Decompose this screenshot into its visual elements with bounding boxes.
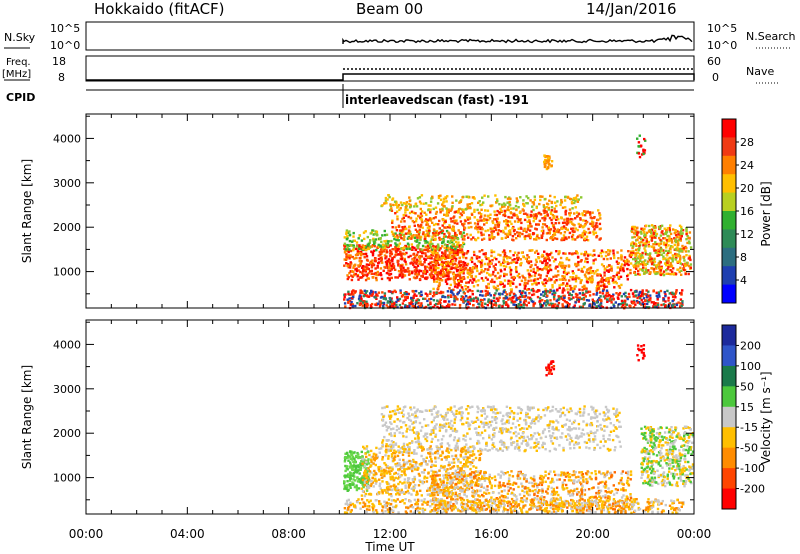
colorbar-segment: [722, 174, 736, 194]
colorbar-tick-label: 50: [740, 380, 754, 393]
y-tick-label: 4000: [53, 338, 81, 351]
nsky-right-tick-bottom: 10^0: [707, 39, 737, 52]
freq-label-line2: [MHz]: [2, 69, 31, 80]
colorbar-tick-label: 12: [740, 228, 754, 241]
x-tick-label: 12:00: [373, 527, 408, 541]
beam-label: Beam 00: [356, 0, 424, 18]
x-tick-label: 08:00: [271, 527, 306, 541]
colorbar-segment: [722, 365, 736, 387]
colorbar-segment: [722, 229, 736, 249]
colorbar-segment: [722, 284, 736, 304]
y-tick-label: 2000: [53, 427, 81, 440]
colorbar-tick-label: 28: [740, 136, 754, 149]
colorbar-tick-label: -200: [740, 483, 765, 496]
y-tick-label: 3000: [53, 177, 81, 190]
nsky-right-tick-top: 10^5: [707, 22, 737, 35]
colorbar-tick-label: -100: [740, 462, 765, 475]
colorbar-tick-label: 20: [740, 182, 754, 195]
power-colorbar: 28 24 20 16 12 8 4: [721, 118, 754, 304]
x-tick-label: 20:00: [575, 527, 610, 541]
colorbar-segment: [722, 137, 736, 157]
colorbar-tick-label: 16: [740, 205, 754, 218]
velocity-ylabel: Slant Range [km]: [20, 365, 34, 469]
x-tick-label: 16:00: [474, 527, 509, 541]
date-label: 14/Jan/2016: [586, 0, 677, 18]
colorbar-segment: [722, 211, 736, 230]
freq-tick-top: 18: [52, 55, 66, 68]
colorbar-tick-label: -50: [740, 442, 758, 455]
colorbar-segment: [722, 247, 736, 267]
nsky-panel: N.Sky 10^5 10^0 10^5 10^0 N.Search: [4, 21, 796, 52]
nsky-label: N.Sky: [4, 31, 36, 44]
x-tick-label: 00:00: [677, 527, 712, 541]
freq-right-tick-bottom: 0: [712, 71, 719, 84]
power-data: [343, 134, 693, 310]
freq-label-line1: Freq.: [6, 57, 31, 68]
colorbar-segment: [722, 155, 736, 175]
colorbar-segment: [722, 386, 736, 408]
colorbar-tick-label: 100: [740, 360, 761, 373]
y-tick-label: 1000: [53, 266, 81, 279]
y-tick-label: 1000: [53, 472, 81, 485]
cpid-text: interleavedscan (fast) -191: [345, 93, 529, 107]
nave-label: Nave: [746, 65, 774, 78]
colorbar-segment: [722, 488, 736, 510]
nsky-tick-bottom: 10^0: [50, 39, 80, 52]
x-tick-label: 00:00: [69, 527, 104, 541]
y-tick-label: 2000: [53, 221, 81, 234]
colorbar-segment: [722, 406, 736, 428]
velocity-colorbar-label: Velocity [m s⁻¹]: [759, 371, 773, 464]
velocity-axes: 1000 2000 3000 4000: [53, 320, 695, 514]
x-axis-label: Time UT: [364, 540, 415, 554]
x-tick-labels: 00:00 04:00 08:00 12:00 16:00 20:00 00:00: [69, 527, 712, 541]
colorbar-tick-label: 15: [740, 401, 754, 414]
power-colorbar-label: Power [dB]: [759, 181, 773, 246]
colorbar-tick-label: 8: [740, 251, 747, 264]
colorbar-tick-label: 200: [740, 339, 761, 352]
nsearch-label: N.Search: [746, 30, 796, 43]
colorbar-segment: [722, 325, 736, 346]
colorbar-segment: [722, 345, 736, 367]
colorbar-segment: [722, 119, 736, 138]
plot-title: Hokkaido (fitACF): [94, 0, 225, 18]
velocity-colorbar: 200 100 50 15 -15 -50 -100 -200: [721, 324, 765, 510]
colorbar-segment: [722, 427, 736, 449]
freq-panel: Freq. [MHz] 18 8 60 0 Nave: [2, 55, 778, 84]
colorbar-tick-label: 24: [740, 159, 754, 172]
cpid-panel: CPID interleavedscan (fast) -191: [6, 84, 694, 108]
x-tick-label: 04:00: [170, 527, 205, 541]
nsky-tick-top: 10^5: [50, 22, 80, 35]
velocity-data: [343, 344, 695, 515]
power-panel: 1000 2000 3000 4000 Slant Range [km] 28 24 20…: [20, 113, 773, 310]
colorbar-segment: [722, 447, 736, 469]
colorbar-segment: [722, 192, 736, 212]
cpid-label: CPID: [6, 91, 35, 104]
colorbar-tick-label: 4: [740, 274, 747, 287]
y-tick-label: 3000: [53, 383, 81, 396]
velocity-panel: 1000 2000 3000 4000 Slant Range [km] 200 100…: [20, 319, 773, 515]
power-axes: 1000 2000 3000 4000: [53, 114, 695, 308]
freq-right-tick-top: 60: [707, 55, 721, 68]
colorbar-segment: [722, 266, 736, 286]
nsky-trace: [342, 34, 693, 44]
power-ylabel: Slant Range [km]: [20, 159, 34, 263]
freq-tick-bottom: 8: [58, 71, 65, 84]
freq-trace: [86, 73, 695, 81]
colorbar-tick-label: -15: [740, 421, 758, 434]
colorbar-segment: [722, 468, 736, 490]
y-tick-label: 4000: [53, 132, 81, 145]
